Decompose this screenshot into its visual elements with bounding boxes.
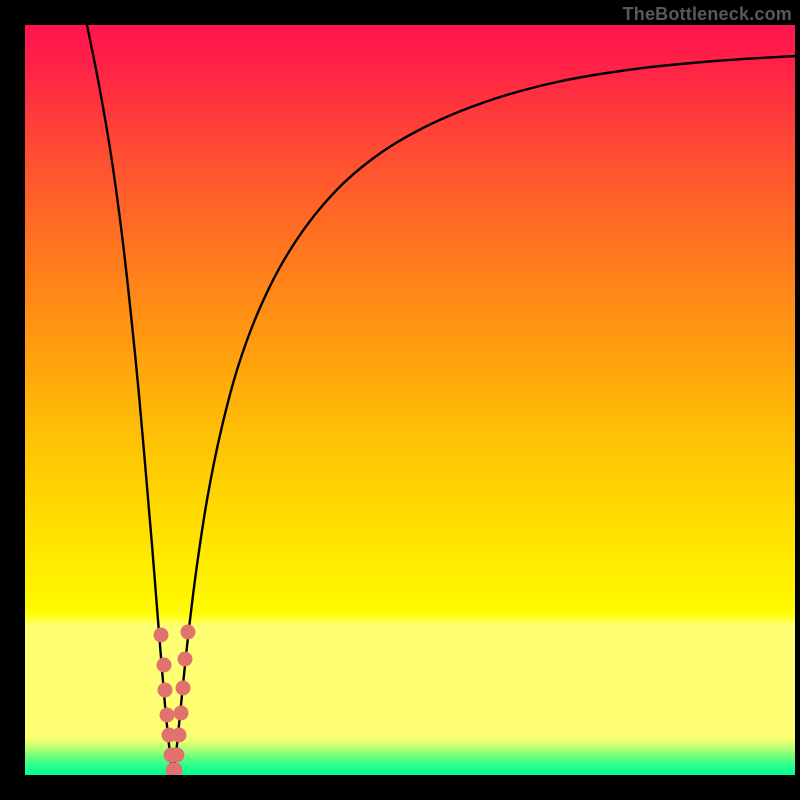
scatter-point — [176, 681, 191, 696]
chart-frame: TheBottleneck.com — [0, 0, 800, 800]
watermark-text: TheBottleneck.com — [623, 4, 792, 25]
curve-right-branch — [173, 56, 795, 775]
scatter-point — [172, 728, 187, 743]
scatter-point — [170, 748, 185, 763]
plot-area — [25, 25, 795, 775]
scatter-point — [181, 625, 196, 640]
curve-layer — [25, 25, 795, 775]
scatter-point — [157, 658, 172, 673]
scatter-point — [174, 706, 189, 721]
scatter-point — [160, 708, 175, 723]
scatter-point — [178, 652, 193, 667]
scatter-point — [158, 683, 173, 698]
scatter-point — [154, 628, 169, 643]
